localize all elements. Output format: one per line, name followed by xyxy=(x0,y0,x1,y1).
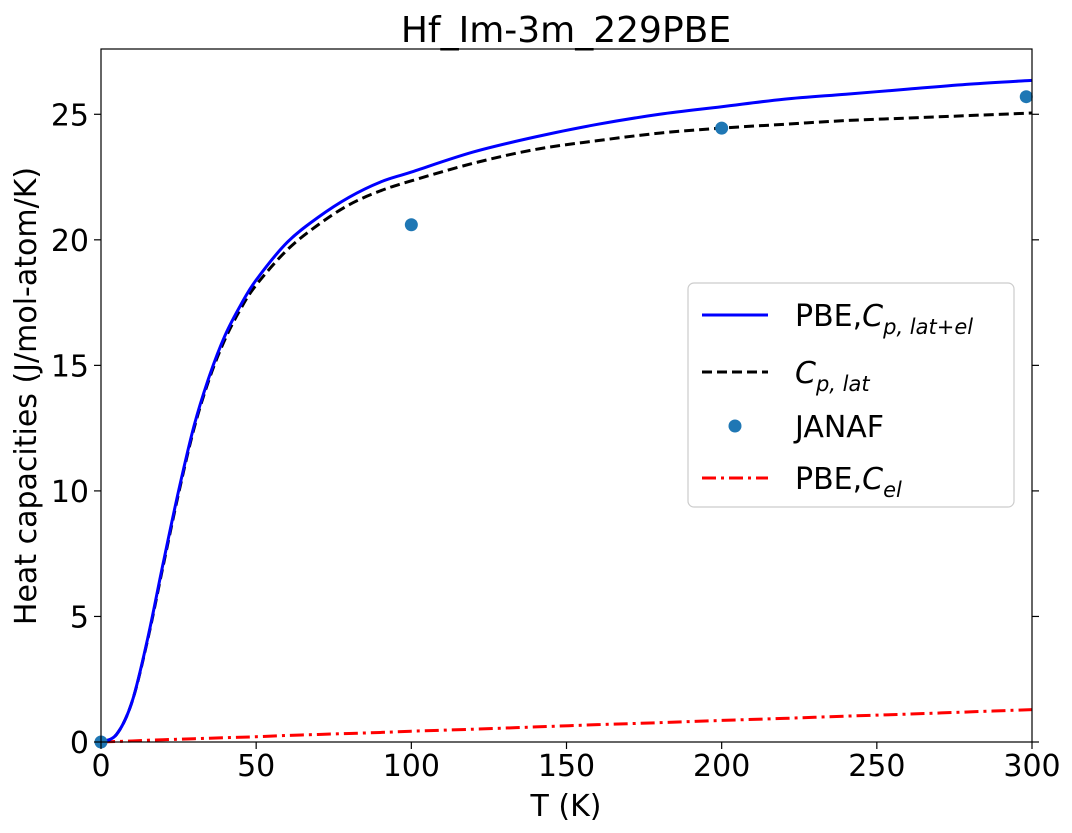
x-tick-label: 0 xyxy=(91,749,110,784)
y-tick-label: 5 xyxy=(70,600,89,635)
x-axis: 0 50 100 150 200 250 300 xyxy=(91,742,1061,784)
janaf-point xyxy=(715,121,729,135)
x-axis-title: T (K) xyxy=(530,789,602,824)
y-axis-title: Heat capacities (J/mol-atom/K) xyxy=(9,167,44,625)
y-tick-label: 0 xyxy=(70,726,89,761)
plot-lines xyxy=(100,78,1033,744)
x-tick-label: 250 xyxy=(848,749,905,784)
x-tick-label: 150 xyxy=(538,749,595,784)
series-line-total xyxy=(100,78,1033,744)
legend-label-total: PBE,Cp, lat+el xyxy=(795,299,973,339)
y-tick-label: 15 xyxy=(51,349,89,384)
legend-box xyxy=(687,282,1015,508)
chart-title: Hf_Im-3m_229PBE xyxy=(401,10,731,51)
series-line-electronic xyxy=(100,708,1033,744)
y-tick-label: 20 xyxy=(51,224,89,259)
x-tick-label: 300 xyxy=(1003,749,1060,784)
legend-swatch-janaf xyxy=(728,419,742,433)
janaf-point xyxy=(404,218,418,232)
y-tick-label: 25 xyxy=(51,98,89,133)
legend-label-lattice: Cp, lat xyxy=(795,356,870,396)
y-tick-label: 10 xyxy=(51,475,89,510)
janaf-point xyxy=(1019,90,1033,104)
legend-label-janaf: JANAF xyxy=(793,410,884,445)
x-tick-label: 50 xyxy=(237,749,275,784)
x-tick-label: 200 xyxy=(693,749,750,784)
y-axis: 0 5 10 15 20 25 xyxy=(51,98,1039,761)
x-tick-label: 100 xyxy=(383,749,440,784)
